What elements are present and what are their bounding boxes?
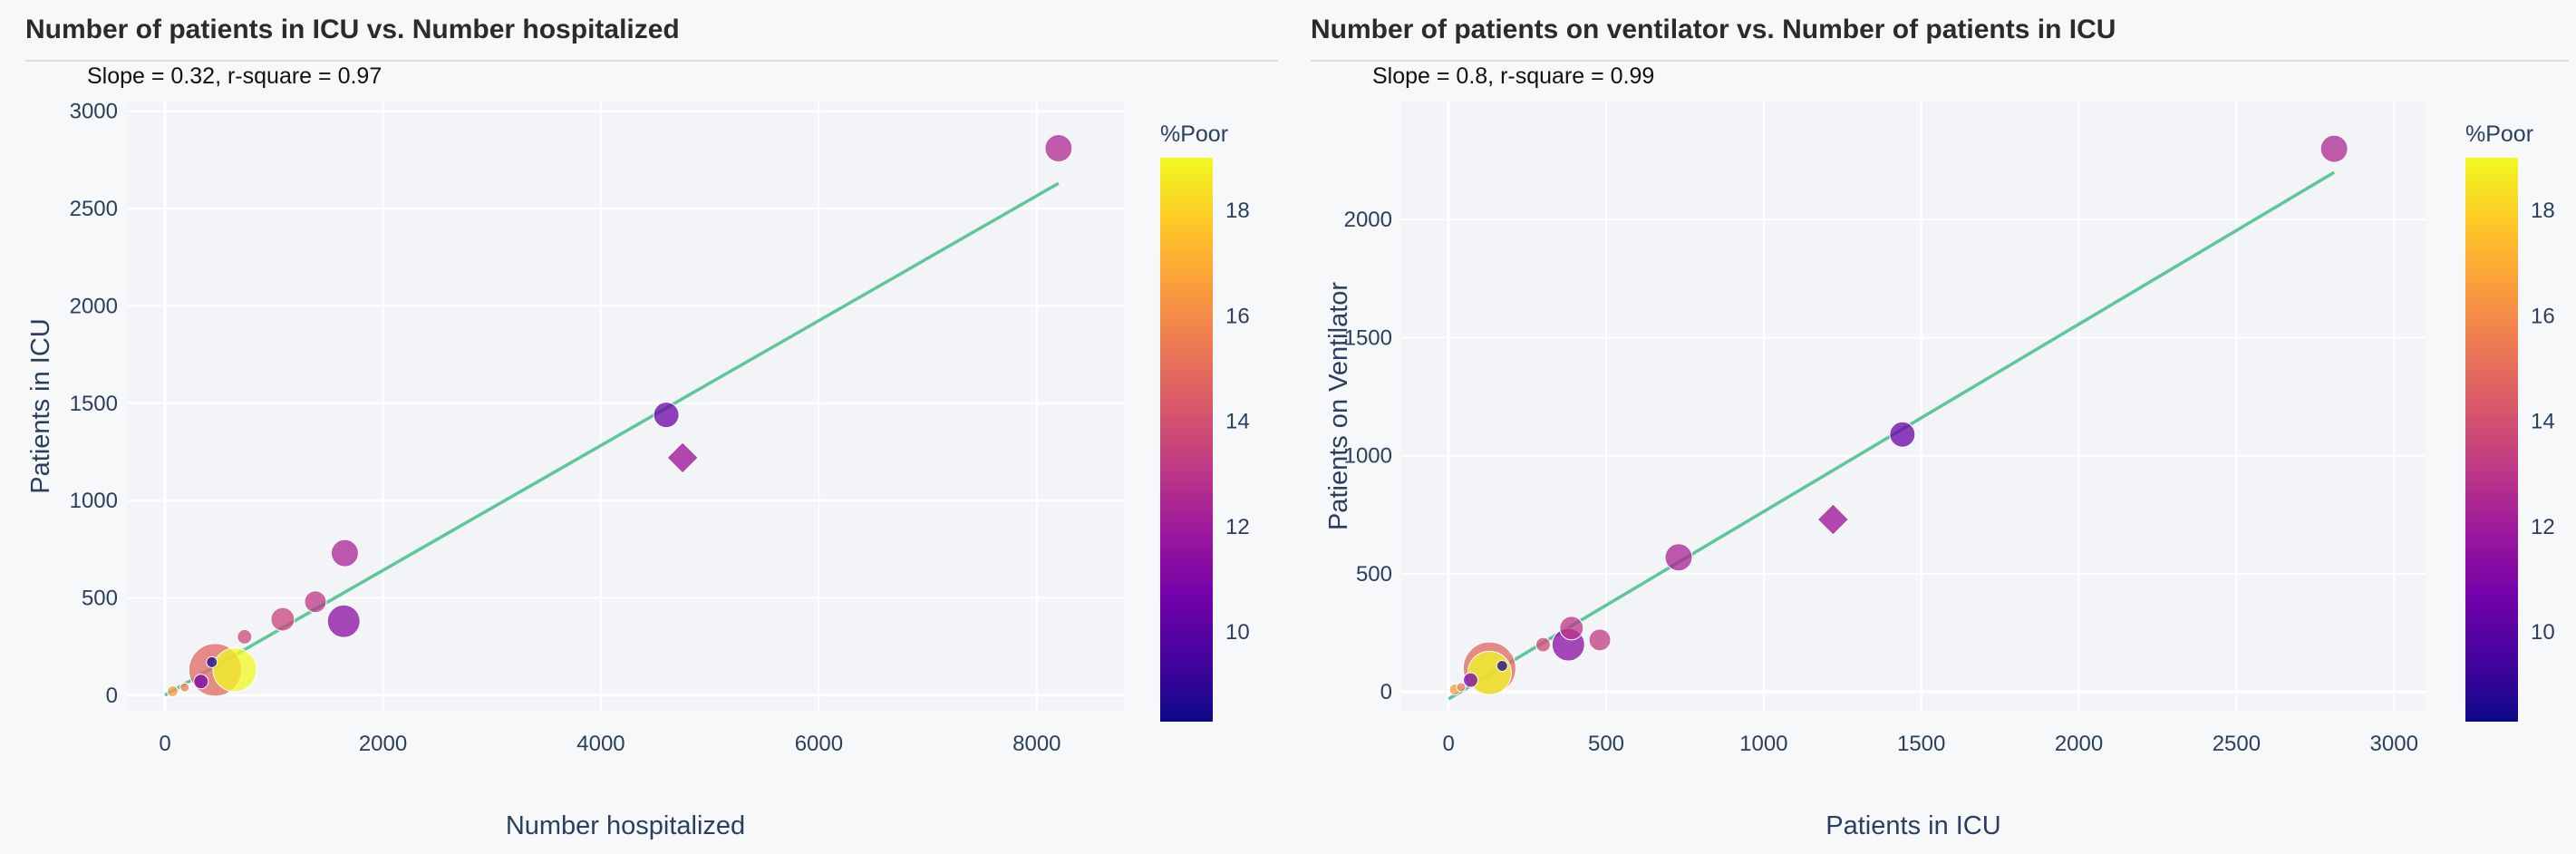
y-axis-title: Patients on Ventilator	[1324, 282, 1353, 530]
data-point	[1462, 672, 1478, 688]
colorbar-title: %Poor	[2465, 121, 2533, 147]
colorbar-tick-label: 18	[2531, 199, 2555, 223]
colorbar-tick-label: 12	[1225, 515, 1250, 539]
colorbar-tick-label: 12	[2531, 515, 2555, 539]
colorbar	[2465, 158, 2518, 722]
x-tick-label: 1000	[1739, 732, 1787, 756]
colorbar-tick-label: 10	[2531, 620, 2555, 645]
icu-vs-hospitalized-chart: 0 2000 4000 6000 8000 0 500 1000 1500 2000 2500 300…	[26, 100, 1250, 840]
y-tick-label: 2500	[70, 197, 118, 221]
data-point	[1588, 628, 1612, 652]
x-tick-label: 3000	[2370, 732, 2418, 756]
y-axis-title: Patients in ICU	[26, 318, 55, 493]
y-tick-label: 0	[106, 684, 118, 708]
x-tick-label: 1500	[1897, 732, 1945, 756]
y-tick-label: 1000	[1344, 444, 1392, 469]
colorbar-tick-label: 16	[1225, 304, 1250, 328]
data-point-diamond	[1816, 503, 1850, 536]
x-axis-title: Patients in ICU	[1825, 811, 2000, 840]
data-point	[1559, 616, 1584, 641]
x-tick-label: 2500	[2213, 732, 2261, 756]
colorbar	[1160, 158, 1213, 722]
x-tick-label: 0	[1442, 732, 1454, 756]
colorbar-tick-label: 10	[1225, 620, 1250, 645]
y-tick-label: 500	[1356, 562, 1392, 587]
x-tick-label: 500	[1588, 732, 1624, 756]
x-tick-label: 2000	[2055, 732, 2103, 756]
data-point	[1889, 421, 1916, 448]
data-point	[1456, 682, 1467, 693]
y-tick-label: 0	[1380, 680, 1392, 704]
title-divider	[1311, 60, 2569, 62]
plot-area	[127, 102, 1124, 711]
y-tick-label: 500	[82, 586, 118, 610]
regression-annotation: Slope = 0.32, r-square = 0.97	[87, 63, 383, 89]
icu-vs-hospitalized-panel: Number of patients in ICU vs. Number hos…	[0, 0, 1285, 854]
x-tick-label: 8000	[1012, 732, 1060, 756]
data-point	[653, 402, 680, 429]
ventilator-vs-icu-panel: Number of patients on ventilator vs. Num…	[1285, 0, 2576, 854]
data-point	[2319, 134, 2348, 163]
colorbar-tick-label: 14	[1225, 410, 1250, 434]
colorbar-tick-label: 16	[2531, 304, 2555, 328]
data-point	[166, 685, 179, 698]
data-point	[1467, 650, 1512, 695]
chart-title: Number of patients on ventilator vs. Num…	[1311, 15, 2116, 44]
x-tick-label: 0	[159, 732, 170, 756]
data-point	[330, 539, 359, 568]
regression-annotation: Slope = 0.8, r-square = 0.99	[1372, 63, 1655, 89]
data-point	[1044, 134, 1073, 163]
data-point-diamond	[666, 442, 699, 474]
ventilator-vs-icu-chart: 0 500 1000 1500 2000 2500 3000 0 500 1000 1500 2000…	[1324, 102, 2555, 840]
title-divider	[25, 60, 1278, 62]
x-tick-label: 4000	[576, 732, 625, 756]
data-point	[326, 604, 361, 638]
y-tick-label: 1000	[70, 489, 118, 513]
data-point	[1535, 636, 1551, 653]
y-tick-label: 2000	[70, 294, 118, 318]
chart-title: Number of patients in ICU vs. Number hos…	[25, 15, 680, 44]
plot-area	[1401, 102, 2426, 711]
data-point	[1664, 543, 1693, 572]
data-point	[193, 674, 209, 690]
colorbar-title: %Poor	[1160, 121, 1228, 147]
data-point	[212, 647, 257, 693]
x-tick-label: 2000	[359, 732, 407, 756]
y-tick-label: 3000	[70, 100, 118, 124]
y-tick-label: 1500	[1344, 325, 1392, 350]
y-tick-label: 2000	[1344, 208, 1392, 232]
data-point	[206, 655, 218, 668]
x-axis-title: Number hospitalized	[506, 811, 745, 840]
data-point	[270, 607, 295, 632]
colorbar-tick-label: 14	[2531, 410, 2555, 434]
colorbar-tick-label: 18	[1225, 199, 1250, 223]
x-tick-label: 6000	[795, 732, 843, 756]
data-point	[1496, 660, 1508, 673]
data-point	[179, 682, 190, 693]
data-point	[304, 590, 327, 614]
y-tick-label: 1500	[70, 392, 118, 416]
data-point	[237, 628, 253, 645]
